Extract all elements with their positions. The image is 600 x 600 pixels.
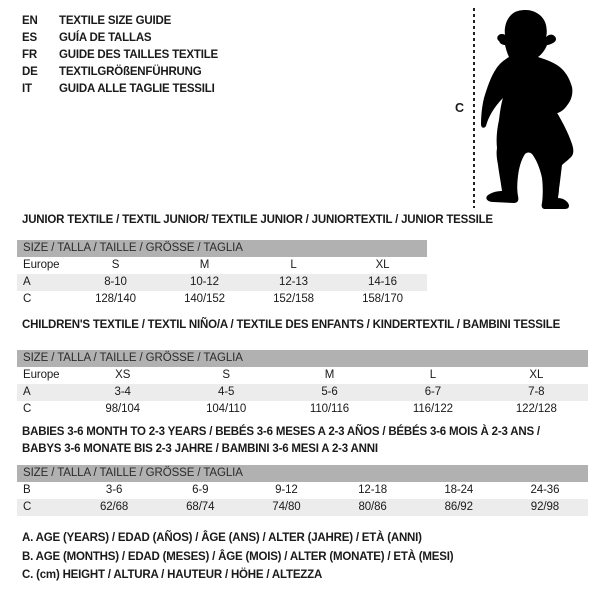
row-label: C — [23, 501, 32, 513]
language-row: DE TEXTILGRÖßENFÜHRUNG — [22, 64, 218, 81]
babies-size-table: SIZE / TALLA / TAILLE / GRÖSSE / TAGLIA … — [17, 465, 588, 516]
size-cell: 3-4 — [114, 386, 131, 398]
height-marker-label: C — [455, 101, 465, 115]
table-rows: B 3-6 6-9 9-12 12-18 18-24 24-36 C 62/68 68/74 74/… — [17, 482, 588, 516]
size-cell: 80/86 — [358, 501, 387, 513]
size-cell: 158/170 — [362, 293, 403, 305]
size-cell: S — [111, 259, 120, 271]
language-row: EN TEXTILE SIZE GUIDE — [22, 12, 218, 29]
size-cell: 92/98 — [530, 501, 560, 513]
table-rows: Europe S M L XL A 8-10 10-12 12-13 14-16 C 128/140 1… — [17, 257, 427, 308]
language-row: IT GUIDA ALLE TAGLIE TESSILI — [22, 81, 218, 98]
table-row: C 128/140 140/152 152/158 158/170 — [17, 291, 427, 308]
language-code: DE — [22, 66, 38, 79]
babies-table-title-line2: BABYS 3-6 MONATE BIS 2-3 JAHRE / BAMBINI… — [22, 442, 378, 455]
table-row: Europe S M L XL — [17, 257, 427, 274]
size-cell: 8-10 — [104, 276, 127, 288]
footnote-height-cm: C. (cm) HEIGHT / ALTURA / HAUTEUR / HÖHE… — [22, 569, 323, 581]
size-cell: M — [324, 369, 335, 381]
junior-size-table: SIZE / TALLA / TAILLE / GRÖSSE / TAGLIA … — [17, 240, 427, 308]
footnotes: A. AGE (YEARS) / EDAD (AÑOS) / ÂGE (ANS)… — [22, 529, 454, 585]
size-cell: 5-6 — [321, 386, 338, 398]
size-cell: 86/92 — [444, 501, 473, 513]
size-cell: 4-5 — [217, 386, 235, 398]
size-header-band: SIZE / TALLA / TAILLE / GRÖSSE / TAGLIA — [17, 350, 588, 367]
row-label: A — [23, 276, 31, 288]
size-cell: 104/110 — [206, 403, 247, 415]
table-row: A 8-10 10-12 12-13 14-16 — [17, 274, 427, 291]
row-label: Europe — [23, 259, 60, 271]
baby-silhouette-icon — [481, 10, 574, 209]
size-cell: 3-6 — [105, 484, 123, 496]
table-row: C 62/68 68/74 74/80 80/86 86/92 92/98 — [17, 499, 588, 516]
language-row: FR GUIDE DES TAILLES TEXTILE — [22, 46, 218, 63]
size-cell: 9-12 — [275, 484, 298, 496]
size-cell: XS — [115, 369, 131, 381]
babies-table-title: BABIES 3-6 MONTH TO 2-3 YEARS / BEBÉS 3-… — [22, 424, 540, 457]
junior-table-title: JUNIOR TEXTILE / TEXTIL JUNIOR/ TEXTILE … — [22, 214, 493, 226]
table-rows: Europe XS S M L XL A 3-4 4-5 5-6 6-7 7-8 C 98/104 104/… — [17, 367, 588, 418]
size-cell: M — [199, 259, 210, 271]
size-cell: 6-7 — [424, 386, 442, 398]
row-label: C — [23, 403, 32, 415]
size-cell: 62/68 — [99, 501, 129, 513]
size-cell: 68/74 — [186, 501, 215, 513]
size-cell: 128/140 — [95, 293, 136, 305]
height-marker-dotted-line — [473, 8, 475, 208]
language-label: GUIDA ALLE TAGLIE TESSILI — [59, 83, 215, 96]
footnote-age-months: B. AGE (MONTHS) / EDAD (MESES) / ÂGE (MO… — [22, 550, 454, 563]
size-header-band: SIZE / TALLA / TAILLE / GRÖSSE / TAGLIA — [17, 465, 588, 482]
children-table-title: CHILDREN'S TEXTILE / TEXTIL NIÑO/A / TEX… — [22, 319, 561, 331]
size-cell: XL — [529, 369, 544, 381]
language-label: TEXTILGRÖßENFÜHRUNG — [59, 66, 202, 79]
size-cell: XL — [375, 259, 390, 271]
size-cell: 12-13 — [279, 276, 308, 288]
language-row: ES GUÍA DE TALLAS — [22, 29, 218, 46]
children-size-table: SIZE / TALLA / TAILLE / GRÖSSE / TAGLIA … — [17, 350, 588, 418]
table-row: Europe XS S M L XL — [17, 367, 588, 384]
size-cell: 74/80 — [272, 501, 301, 513]
row-label: Europe — [23, 369, 60, 381]
size-cell: 7-8 — [528, 386, 545, 398]
size-cell: 6-9 — [192, 484, 209, 496]
size-cell: 110/116 — [309, 403, 350, 415]
row-label: B — [23, 484, 31, 496]
size-header-band: SIZE / TALLA / TAILLE / GRÖSSE / TAGLIA — [17, 240, 427, 257]
size-cell: S — [222, 369, 230, 381]
size-cell: 122/128 — [515, 403, 557, 415]
size-cell: 12-18 — [358, 484, 388, 496]
language-code: FR — [22, 48, 37, 61]
language-code: IT — [22, 83, 32, 96]
table-row: C 98/104 104/110 110/116 116/122 122/128 — [17, 401, 588, 418]
size-cell: 24-36 — [530, 484, 560, 496]
language-label: GUÍA DE TALLAS — [59, 31, 152, 44]
size-cell: 152/158 — [273, 293, 314, 305]
size-cell: 18-24 — [444, 484, 474, 496]
babies-table-title-line1: BABIES 3-6 MONTH TO 2-3 YEARS / BEBÉS 3-… — [22, 426, 540, 438]
footnote-age-years: A. AGE (YEARS) / EDAD (AÑOS) / ÂGE (ANS)… — [22, 532, 422, 544]
row-label: A — [23, 386, 31, 398]
size-cell: L — [429, 369, 437, 381]
language-code: EN — [22, 14, 38, 27]
language-code: ES — [22, 31, 37, 44]
size-cell: 10-12 — [190, 276, 219, 288]
table-row: B 3-6 6-9 9-12 12-18 18-24 24-36 — [17, 482, 588, 499]
size-cell: 14-16 — [368, 276, 397, 288]
size-cell: L — [290, 259, 297, 271]
language-header: EN TEXTILE SIZE GUIDE ES GUÍA DE TALLAS … — [22, 12, 218, 98]
size-cell: 140/152 — [184, 293, 225, 305]
language-label: GUIDE DES TAILLES TEXTILE — [59, 48, 218, 61]
row-label: C — [23, 293, 32, 305]
language-label: TEXTILE SIZE GUIDE — [59, 14, 172, 27]
table-row: A 3-4 4-5 5-6 6-7 7-8 — [17, 384, 588, 401]
size-cell: 98/104 — [105, 403, 140, 415]
size-cell: 116/122 — [412, 403, 453, 415]
